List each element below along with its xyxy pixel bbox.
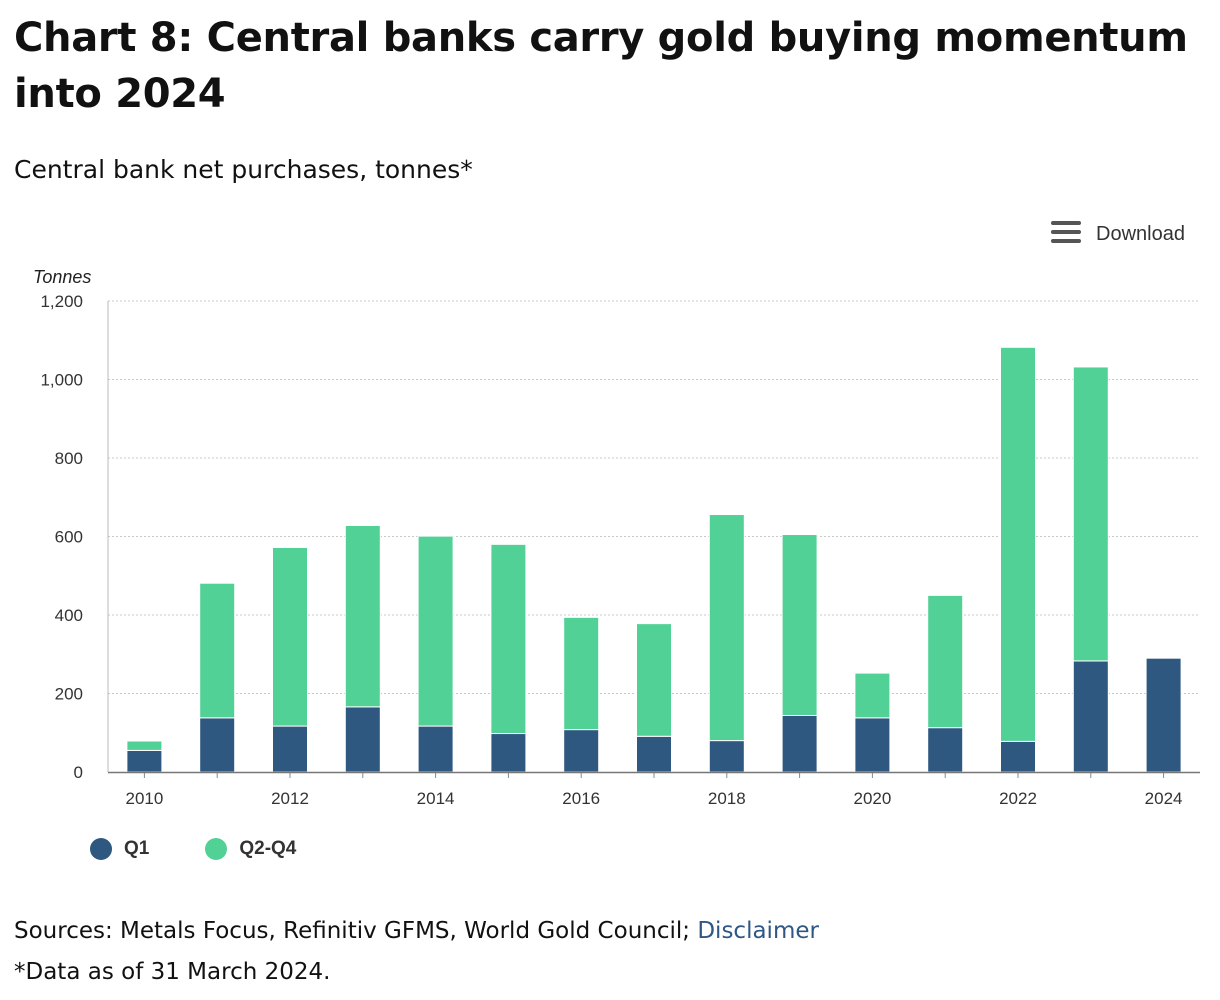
bar-q1-2021[interactable]: [927, 727, 964, 773]
y-tick-label: 0: [74, 763, 83, 782]
legend-item-q2-q4[interactable]: Q2-Q4: [205, 838, 296, 860]
data-note: *Data as of 31 March 2024.: [14, 959, 331, 985]
y-axis-title: Tonnes: [33, 267, 91, 287]
x-axis-ticks: 2010 2012 2014 2016 2018 2020 2022 2024: [125, 772, 1183, 808]
bar-q1-2016[interactable]: [563, 729, 600, 773]
bar-q2-q4-2021[interactable]: [927, 594, 964, 729]
legend-swatch-q2-q4: [205, 838, 228, 860]
legend-swatch-q1: [90, 838, 112, 860]
bar-q2-q4-2018[interactable]: [708, 514, 745, 742]
legend-item-q1[interactable]: Q1: [90, 838, 149, 860]
bar-q1-2017[interactable]: [636, 735, 672, 773]
bar-q1-2010[interactable]: [126, 749, 163, 773]
bar-q1-2024[interactable]: [1145, 657, 1182, 773]
y-tick-label: 800: [55, 449, 83, 468]
legend: Q1 Q2-Q4: [90, 838, 296, 860]
bar-q2-q4-2012[interactable]: [272, 546, 308, 727]
bar-q1-2022[interactable]: [1000, 740, 1036, 773]
disclaimer-link[interactable]: Disclaimer: [697, 918, 819, 944]
y-tick-label: 600: [55, 528, 83, 547]
x-tick-label: 2012: [271, 789, 309, 808]
legend-label-q2-q4: Q2-Q4: [239, 838, 297, 859]
bar-q2-q4-2017[interactable]: [636, 623, 672, 737]
bar-q1-2019[interactable]: [781, 714, 818, 773]
y-tick-label: 200: [55, 685, 83, 704]
bar-q1-2012[interactable]: [272, 725, 308, 773]
y-axis-ticks: 0 200 400 600 800 1,000 1,200: [40, 292, 83, 782]
bars: [126, 346, 1182, 773]
sources-line: Sources: Metals Focus, Refinitiv GFMS, W…: [14, 918, 819, 944]
chart-subtitle: Central bank net purchases, tonnes*: [14, 155, 473, 184]
x-tick-label: 2014: [417, 789, 455, 808]
bar-q1-2023[interactable]: [1072, 660, 1109, 773]
bar-q2-q4-2014[interactable]: [417, 535, 454, 727]
chart-title: Chart 8: Central banks carry gold buying…: [14, 15, 1188, 117]
bar-q1-2018[interactable]: [708, 740, 745, 773]
bar-q2-q4-2020[interactable]: [854, 672, 891, 719]
bar-q2-q4-2013[interactable]: [344, 525, 381, 708]
y-tick-label: 1,000: [40, 371, 83, 390]
bar-q2-q4-2023[interactable]: [1072, 366, 1109, 662]
bar-q2-q4-2015[interactable]: [490, 543, 527, 735]
x-tick-label: 2024: [1145, 789, 1183, 808]
bar-q2-q4-2011[interactable]: [199, 582, 236, 719]
x-tick-label: 2020: [853, 789, 891, 808]
bar-q2-q4-2016[interactable]: [563, 616, 600, 731]
x-tick-label: 2022: [999, 789, 1037, 808]
x-tick-label: 2018: [708, 789, 746, 808]
bar-q1-2020[interactable]: [854, 717, 891, 773]
download-button[interactable]: Download: [1050, 220, 1185, 248]
y-tick-label: 400: [55, 606, 83, 625]
bar-q2-q4-2010[interactable]: [126, 740, 163, 751]
legend-label-q1: Q1: [124, 838, 150, 859]
download-label: Download: [1096, 222, 1185, 245]
x-tick-label: 2016: [562, 789, 600, 808]
y-tick-label: 1,200: [40, 292, 83, 311]
bar-q2-q4-2019[interactable]: [781, 534, 818, 716]
bar-q2-q4-2022[interactable]: [1000, 346, 1036, 742]
bar-q1-2015[interactable]: [490, 733, 527, 773]
sources-text: Sources: Metals Focus, Refinitiv GFMS, W…: [14, 918, 698, 944]
bar-q1-2014[interactable]: [417, 725, 454, 773]
bar-q1-2013[interactable]: [344, 706, 381, 773]
hamburger-menu-icon: [1050, 220, 1082, 248]
x-tick-label: 2010: [125, 789, 163, 808]
bar-q1-2011[interactable]: [199, 717, 236, 773]
